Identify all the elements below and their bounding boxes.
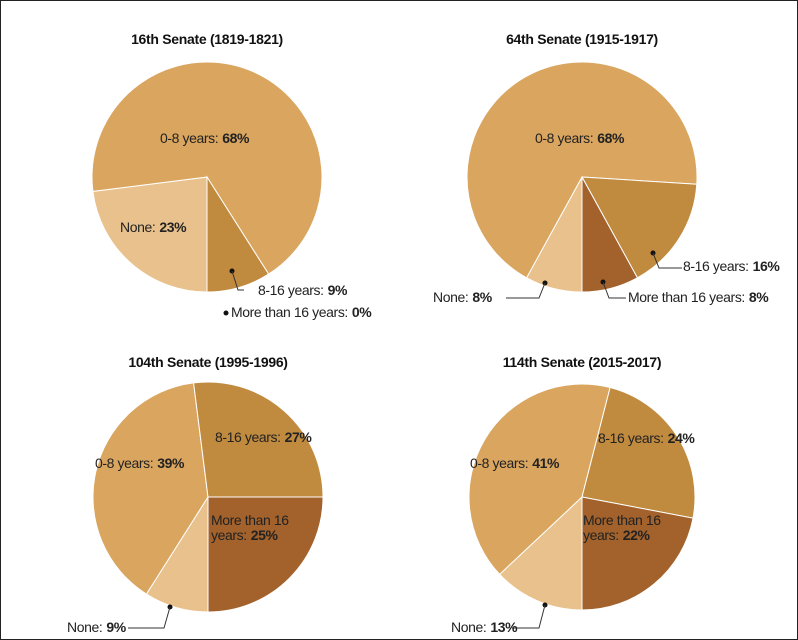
slice-label: 0-8 years: 39%: [95, 456, 184, 471]
pie-slice: [581, 496, 694, 611]
value-label: 8%: [748, 289, 769, 305]
slice-label: More than 16 years: 8%: [628, 289, 769, 305]
value-label: 68%: [597, 130, 625, 146]
value-label: 25%: [250, 527, 278, 543]
value-label: 9%: [327, 282, 348, 298]
value-label: 41%: [532, 455, 560, 471]
category-label: 0-8 years:: [470, 455, 529, 471]
value-label: 13%: [490, 619, 518, 635]
leader-line: [652, 252, 682, 269]
bullet: [223, 310, 229, 316]
category-label: 8-16 years:: [683, 258, 749, 274]
category-label: None:: [67, 619, 103, 635]
chart-title: 64th Senate (1915-1917): [506, 31, 658, 47]
chart-title: 114th Senate (2015-2017): [503, 354, 662, 370]
category-label: None:: [120, 219, 156, 235]
pie-slice: [581, 176, 639, 293]
value-label: 0%: [351, 304, 372, 320]
leader-line: [602, 281, 626, 299]
category-label: 8-16 years:: [598, 430, 664, 446]
category-label: 0-8 years:: [160, 130, 219, 146]
pie-slice: [92, 176, 208, 293]
value-label: 23%: [159, 219, 187, 235]
pie-slice: [193, 381, 324, 498]
category-label: None:: [433, 289, 469, 305]
value-label: 8%: [472, 289, 492, 305]
value-label: 16%: [752, 258, 780, 274]
slice-label: 0-8 years: 68%: [535, 131, 624, 146]
slice-label: 0-8 years: 41%: [470, 456, 559, 471]
value-label: 24%: [667, 430, 695, 446]
chart-title: 104th Senate (1995-1996): [128, 354, 287, 370]
slice-label: 8-16 years: 24%: [598, 430, 695, 446]
slice-label: None: 13%: [451, 619, 518, 635]
leader-line: [506, 282, 546, 299]
category-label: 0-8 years:: [535, 130, 594, 146]
pie-slice: [92, 382, 209, 595]
slice-label: More than 16 years: 0%: [231, 304, 372, 320]
leader-line: [512, 604, 546, 629]
category-label: More than 16 years:: [628, 289, 745, 305]
slice-label: More than 16 years: 22%: [583, 513, 683, 543]
slice-label: 8-16 years: 16%: [683, 258, 780, 274]
pie-slice: [466, 61, 698, 279]
category-label: 8-16 years:: [215, 429, 281, 445]
slice-label: None: 8%: [433, 290, 492, 305]
value-label: 27%: [284, 429, 312, 445]
pie-slice: [207, 496, 324, 613]
pie-slice: [206, 175, 270, 293]
leader-line: [231, 270, 244, 291]
pie-slice: [498, 495, 583, 611]
value-label: 22%: [622, 527, 650, 543]
pie-slice: [91, 61, 323, 275]
value-label: 9%: [106, 619, 126, 635]
slice-label: None: 9%: [67, 620, 126, 635]
pie-slice: [581, 386, 696, 519]
value-label: 68%: [222, 130, 250, 146]
category-label: 0-8 years:: [95, 455, 154, 471]
category-label: 8-16 years:: [258, 282, 324, 298]
slice-label: 8-16 years: 9%: [258, 283, 347, 298]
value-label: 39%: [157, 455, 185, 471]
category-label: None:: [451, 619, 487, 635]
leader-line: [128, 606, 171, 629]
pie-slice: [468, 383, 611, 576]
category-label: More than 16 years:: [231, 304, 348, 320]
pie-slice: [581, 176, 698, 279]
slice-label: More than 16 years: 25%: [211, 513, 311, 543]
category-label: More than 16 years:: [583, 512, 661, 543]
slice-label: None: 23%: [120, 219, 187, 235]
chart-title: 16th Senate (1819-1821): [131, 31, 283, 47]
category-label: More than 16 years:: [211, 512, 289, 543]
slice-label: 8-16 years: 27%: [215, 429, 312, 445]
slice-label: 0-8 years: 68%: [160, 131, 249, 146]
